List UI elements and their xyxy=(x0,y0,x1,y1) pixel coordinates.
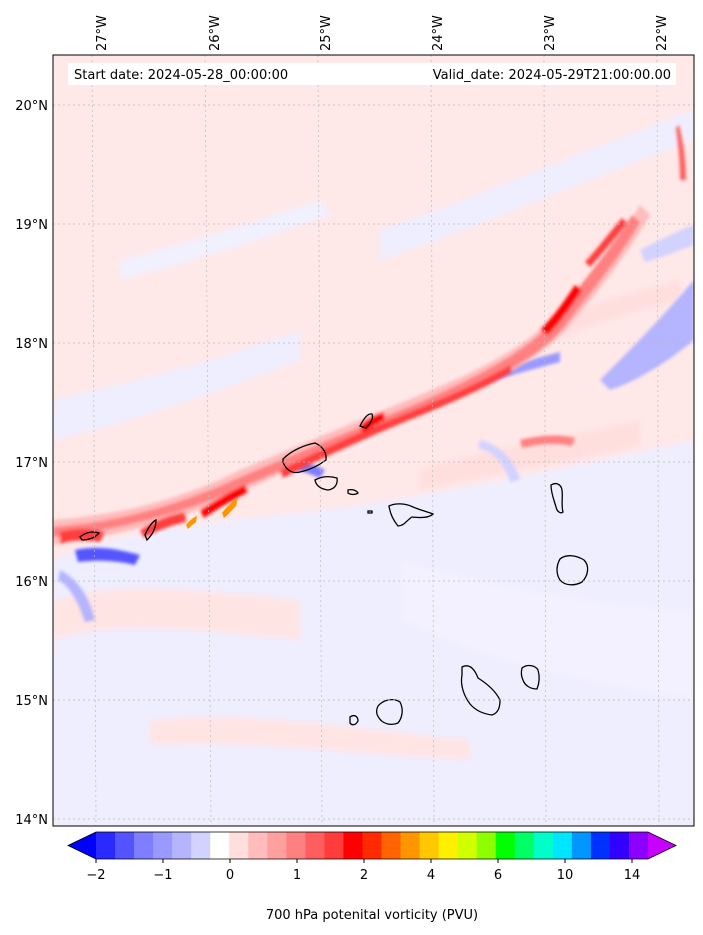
gridlines xyxy=(53,55,694,826)
colorbar-extend-max xyxy=(648,832,676,859)
lon-label-27w: 27°W xyxy=(95,15,110,51)
island-santiago xyxy=(460,665,501,716)
lon-label-26w: 26°W xyxy=(208,15,223,51)
colorbar-tick-label: −1 xyxy=(153,868,172,883)
colorbar-segment xyxy=(609,832,630,859)
colorbar-segment xyxy=(191,832,211,859)
colorbar-segment xyxy=(400,832,421,859)
colorbar-tick-label: 6 xyxy=(494,868,502,883)
colorbar-segment xyxy=(343,832,363,859)
lat-label-15n: 15°N xyxy=(15,694,48,709)
valid-date-text: Valid_date: 2024-05-29T21:00:00.00 xyxy=(433,68,671,83)
longitude-labels: 27°W 26°W 25°W 24°W 23°W 22°W xyxy=(95,15,670,51)
colorbar-segment xyxy=(286,832,306,859)
island-santo-antao xyxy=(282,442,327,474)
colorbar-tick-label: 10 xyxy=(557,868,574,883)
coastlines xyxy=(79,413,589,726)
island-raso xyxy=(367,510,373,514)
colorbar-segment xyxy=(628,832,649,859)
colorbar-segment xyxy=(134,832,154,859)
date-header-box xyxy=(68,63,676,85)
colorbar-segment xyxy=(324,832,344,859)
island-brava xyxy=(349,714,359,726)
colorbar-tick-label: 1 xyxy=(293,868,301,883)
colorbar-ticks: −2 −1 0 1 2 4 6 10 14 xyxy=(86,859,640,883)
lat-label-17n: 17°N xyxy=(15,456,48,471)
lon-label-25w: 25°W xyxy=(319,15,334,51)
colorbar-segments xyxy=(68,832,676,859)
colorbar-segment xyxy=(210,832,230,859)
colorbar-segment xyxy=(495,832,516,859)
colorbar-tick-label: 2 xyxy=(360,868,368,883)
colorbar-title: 700 hPa potenital vorticity (PVU) xyxy=(266,908,478,923)
colorbar-segment xyxy=(552,832,573,859)
colorbar-tick-label: −2 xyxy=(86,868,105,883)
colorbar-segment xyxy=(362,832,383,859)
colorbar-segment xyxy=(438,832,459,859)
positive-pv-patches xyxy=(53,280,680,760)
colorbar-segment xyxy=(476,832,497,859)
island-sao-vicente xyxy=(314,476,338,491)
island-sal xyxy=(550,483,564,514)
lat-label-18n: 18°N xyxy=(15,337,48,352)
map-field: Start date: 2024-05-28_00:00:00 Valid_da… xyxy=(53,55,694,826)
lon-label-24w: 24°W xyxy=(431,15,446,51)
colorbar-segment xyxy=(571,832,592,859)
lat-label-20n: 20°N xyxy=(15,99,48,114)
colorbar-segment xyxy=(419,832,440,859)
island-santa-luzia xyxy=(347,488,359,496)
colorbar-tick-label: 4 xyxy=(427,868,435,883)
colorbar-segment xyxy=(248,832,268,859)
colorbar-tick-label: 0 xyxy=(226,868,234,883)
colorbar-segment xyxy=(229,832,249,859)
colorbar-segment xyxy=(267,832,287,859)
colorbar-segment xyxy=(115,832,135,859)
map-frame xyxy=(52,54,695,827)
start-date-text: Start date: 2024-05-28_00:00:00 xyxy=(74,68,288,83)
island-maio xyxy=(520,664,540,690)
colorbar: −2 −1 0 1 2 4 6 10 14 700 hPa potenital vorticit… xyxy=(67,831,677,923)
colorbar-segment xyxy=(172,832,192,859)
island-sao-nicolau xyxy=(388,503,435,527)
colorbar-segment xyxy=(305,832,325,859)
colorbar-segment xyxy=(381,832,402,859)
colorbar-extend-min xyxy=(68,832,96,859)
coast-feature-a xyxy=(359,413,374,429)
coast-feature-c xyxy=(79,531,101,541)
colorbar-tick-label: 14 xyxy=(624,868,641,883)
colorbar-segment xyxy=(590,832,611,859)
island-boa-vista xyxy=(556,555,589,586)
coast-feature-b xyxy=(144,518,157,542)
lon-label-22w: 22°W xyxy=(655,15,670,51)
latitude-labels: 20°N 19°N 18°N 17°N 16°N 15°N 14°N xyxy=(15,99,48,828)
lon-label-23w: 23°W xyxy=(543,15,558,51)
lat-label-14n: 14°N xyxy=(15,813,48,828)
colorbar-segment xyxy=(533,832,554,859)
colorbar-segment xyxy=(457,832,478,859)
colorbar-segment xyxy=(514,832,535,859)
high-pv-features xyxy=(186,498,238,529)
colorbar-segment xyxy=(153,832,173,859)
date-header: Start date: 2024-05-28_00:00:00 Valid_da… xyxy=(68,63,676,85)
colorbar-segment xyxy=(96,832,116,859)
lat-label-19n: 19°N xyxy=(15,218,48,233)
lat-label-16n: 16°N xyxy=(15,575,48,590)
